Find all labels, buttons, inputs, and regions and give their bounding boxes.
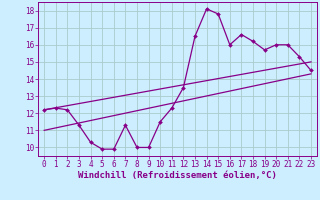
X-axis label: Windchill (Refroidissement éolien,°C): Windchill (Refroidissement éolien,°C) bbox=[78, 171, 277, 180]
